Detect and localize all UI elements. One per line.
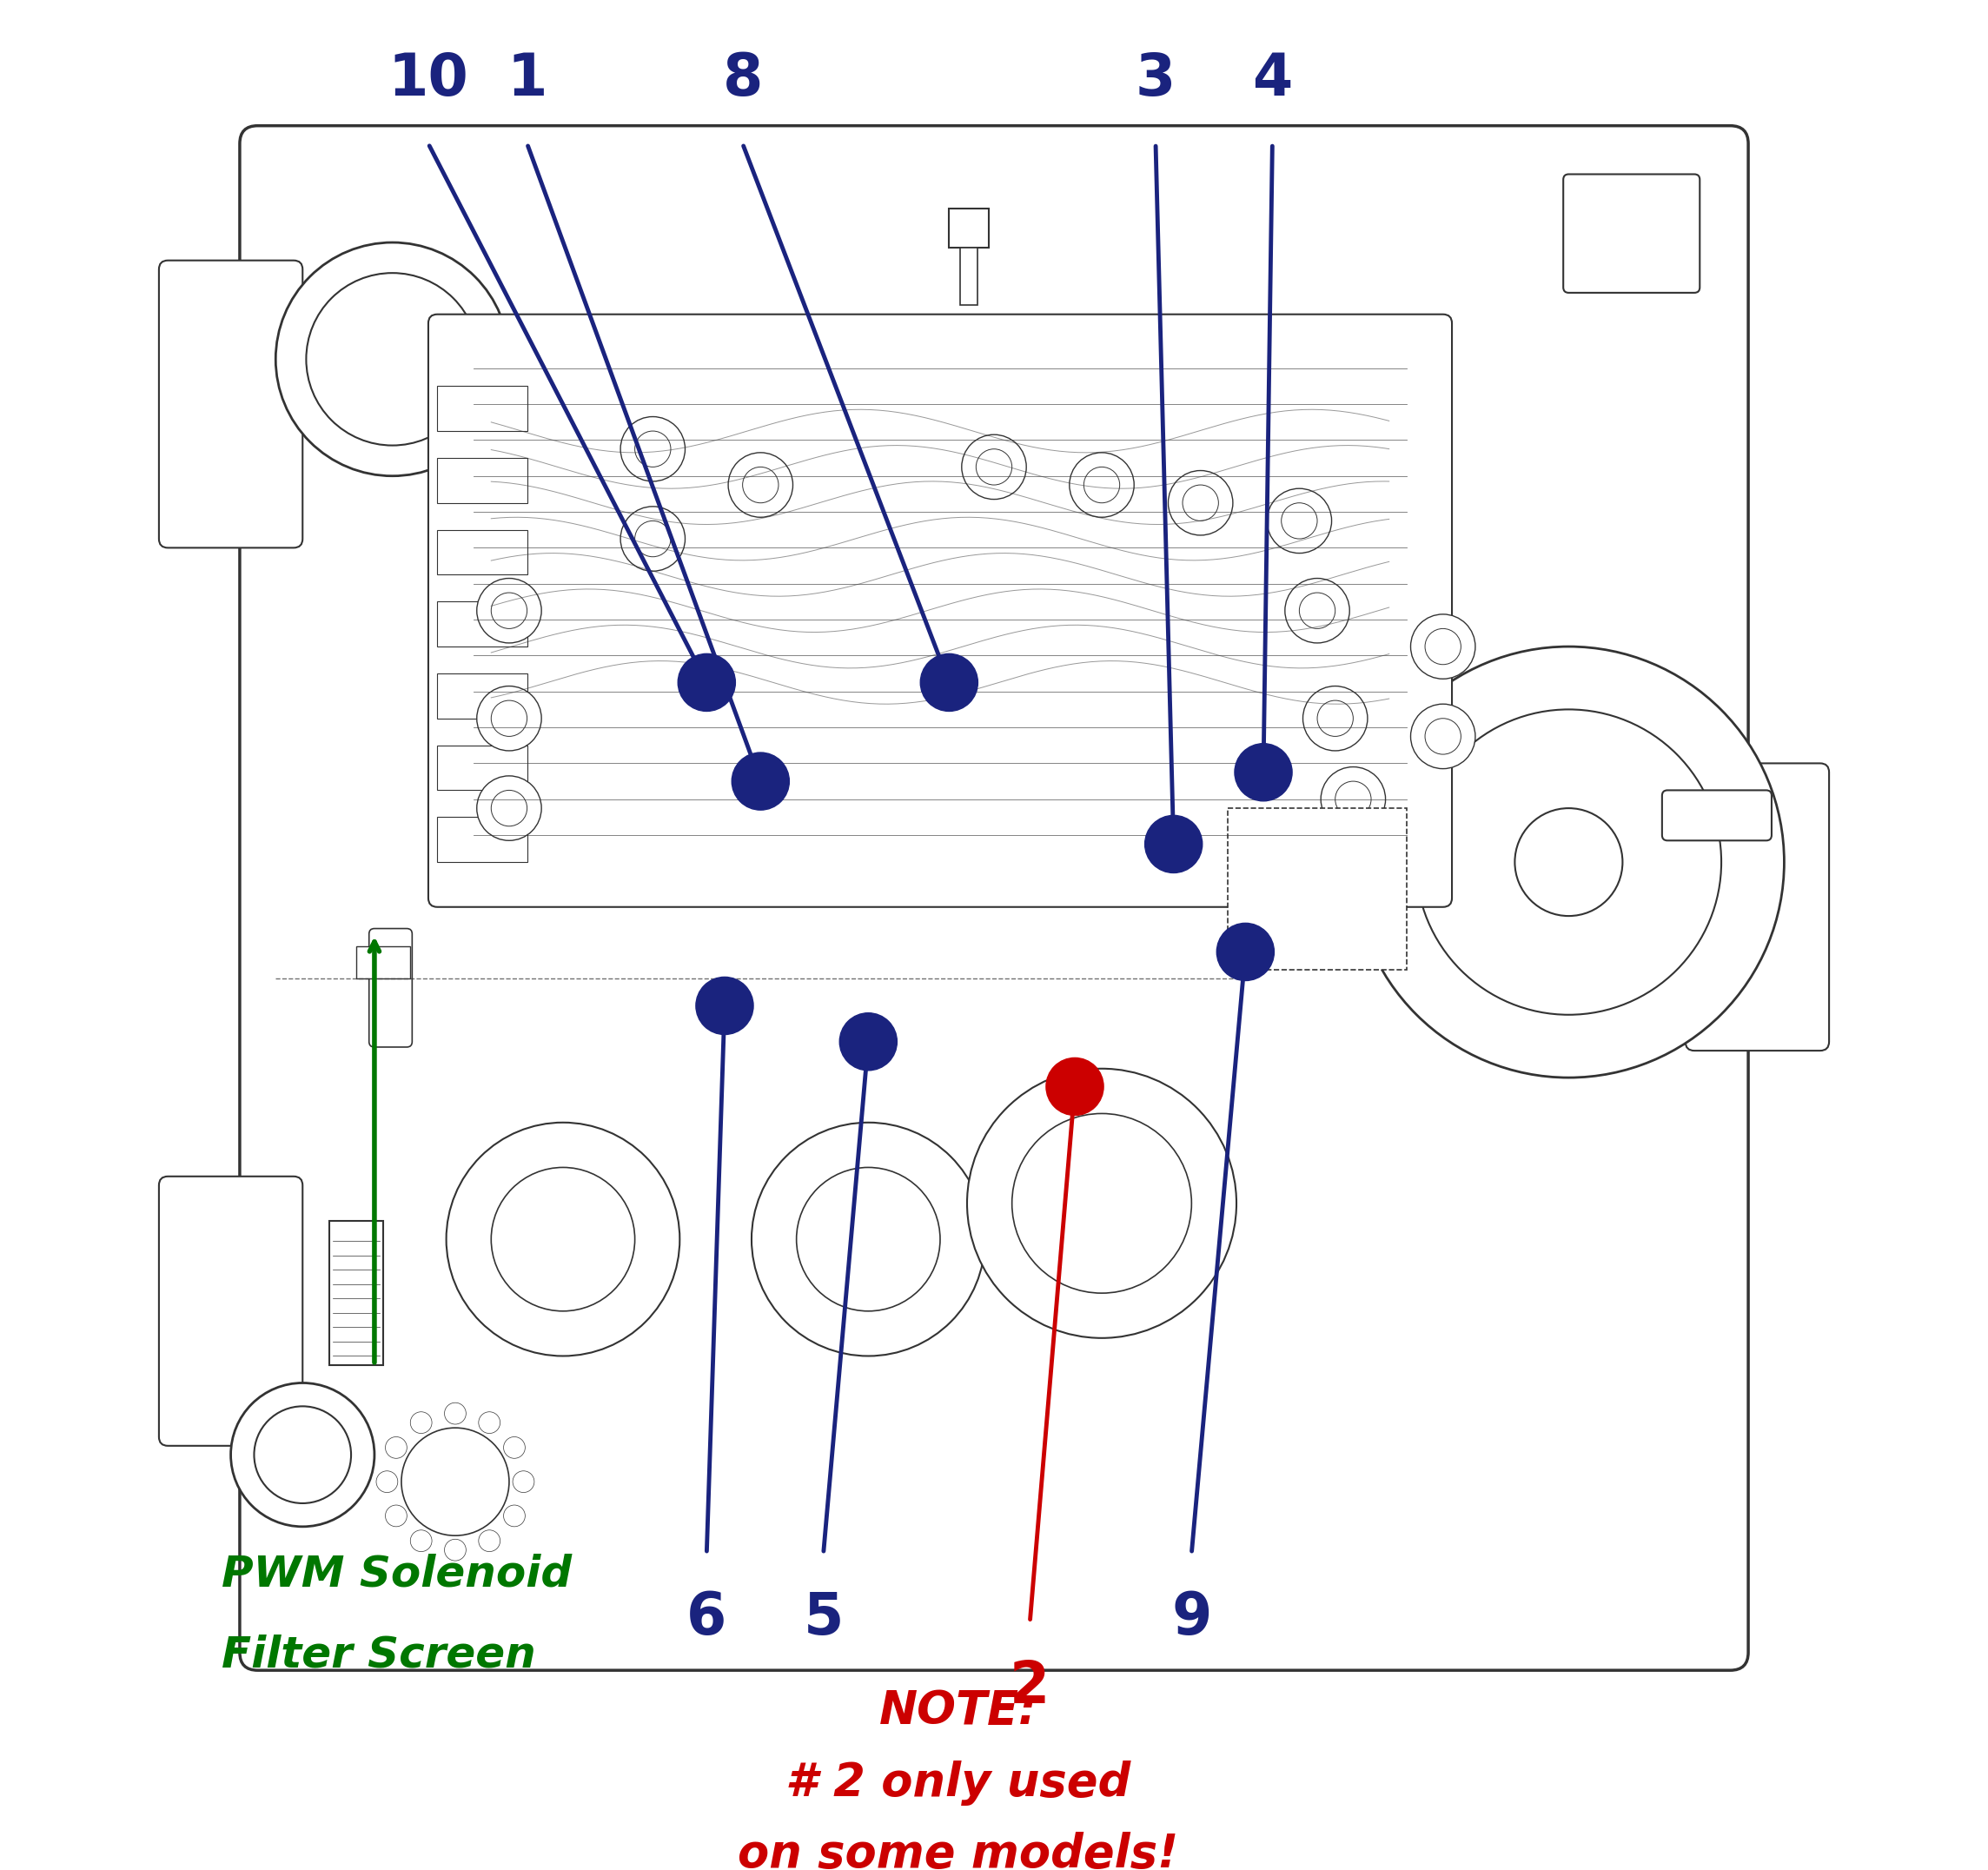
FancyBboxPatch shape [427,314,1451,907]
Circle shape [477,686,541,750]
FancyBboxPatch shape [330,1221,384,1365]
Text: Filter Screen: Filter Screen [223,1634,537,1676]
Circle shape [477,776,541,840]
Circle shape [1235,744,1292,800]
Circle shape [477,578,541,643]
Circle shape [513,1472,535,1492]
Circle shape [962,434,1026,499]
FancyBboxPatch shape [437,529,527,574]
Circle shape [276,243,509,477]
Circle shape [1145,815,1203,873]
Circle shape [491,1167,634,1311]
Circle shape [306,273,479,445]
Circle shape [1411,703,1475,769]
Circle shape [1515,808,1622,916]
Text: 2: 2 [1010,1657,1050,1715]
FancyBboxPatch shape [437,458,527,503]
FancyBboxPatch shape [370,929,412,1047]
Text: 8: 8 [722,50,763,108]
Text: 6: 6 [686,1590,728,1647]
Circle shape [1070,453,1133,518]
Circle shape [1411,613,1475,679]
Circle shape [696,976,753,1034]
Circle shape [1046,1058,1103,1115]
Circle shape [1300,593,1336,628]
FancyBboxPatch shape [437,602,527,647]
FancyBboxPatch shape [356,946,410,978]
Text: 3: 3 [1135,50,1175,108]
Circle shape [491,593,527,628]
Circle shape [620,417,686,481]
Circle shape [410,1530,431,1552]
FancyBboxPatch shape [437,385,527,432]
FancyBboxPatch shape [1563,174,1700,294]
Circle shape [254,1406,352,1503]
Circle shape [503,1505,525,1526]
Circle shape [1284,578,1350,643]
FancyBboxPatch shape [159,260,302,548]
Circle shape [976,449,1012,484]
Circle shape [751,1122,984,1356]
Circle shape [445,1402,465,1425]
Circle shape [1320,767,1386,832]
Circle shape [728,453,793,518]
Circle shape [678,654,736,711]
Circle shape [1425,628,1461,664]
Circle shape [620,507,686,570]
FancyBboxPatch shape [437,817,527,862]
Circle shape [402,1429,509,1535]
Circle shape [1169,471,1233,535]
FancyBboxPatch shape [437,673,527,718]
Circle shape [386,1505,408,1526]
FancyBboxPatch shape [1686,763,1829,1051]
Circle shape [479,1412,501,1434]
Circle shape [231,1384,374,1526]
Circle shape [1318,701,1354,737]
Circle shape [839,1014,897,1070]
FancyBboxPatch shape [437,746,527,791]
Circle shape [1302,686,1368,750]
Circle shape [966,1068,1237,1339]
Circle shape [797,1167,940,1311]
Circle shape [1415,709,1722,1015]
Circle shape [1083,468,1119,503]
Text: # 2 only used: # 2 only used [785,1760,1131,1805]
Circle shape [744,468,779,503]
Text: 9: 9 [1171,1590,1213,1647]
Text: PWM Solenoid: PWM Solenoid [223,1554,573,1595]
Circle shape [1282,503,1318,539]
Text: 1: 1 [507,50,547,108]
Circle shape [920,654,978,711]
FancyBboxPatch shape [159,1176,302,1446]
Circle shape [1183,484,1219,522]
Circle shape [1266,488,1332,554]
Circle shape [1425,718,1461,754]
FancyBboxPatch shape [1227,808,1408,971]
FancyBboxPatch shape [960,249,978,305]
Circle shape [376,1472,398,1492]
FancyBboxPatch shape [241,125,1747,1670]
Circle shape [503,1436,525,1459]
Text: NOTE:: NOTE: [879,1689,1038,1733]
Circle shape [1217,924,1274,980]
Circle shape [1354,647,1783,1077]
Circle shape [479,1530,501,1552]
Circle shape [386,1436,408,1459]
Circle shape [1336,782,1372,817]
Text: on some models!: on some models! [738,1833,1179,1870]
Circle shape [410,1412,431,1434]
Text: 10: 10 [388,50,469,108]
Circle shape [1012,1113,1191,1294]
Circle shape [445,1539,465,1561]
Circle shape [732,752,789,810]
Circle shape [445,1122,680,1356]
FancyBboxPatch shape [948,208,988,249]
Text: 5: 5 [803,1590,843,1647]
Circle shape [634,432,670,468]
Text: 4: 4 [1252,50,1292,108]
FancyBboxPatch shape [1662,791,1771,840]
Circle shape [491,791,527,827]
Circle shape [634,522,670,557]
Circle shape [491,701,527,737]
